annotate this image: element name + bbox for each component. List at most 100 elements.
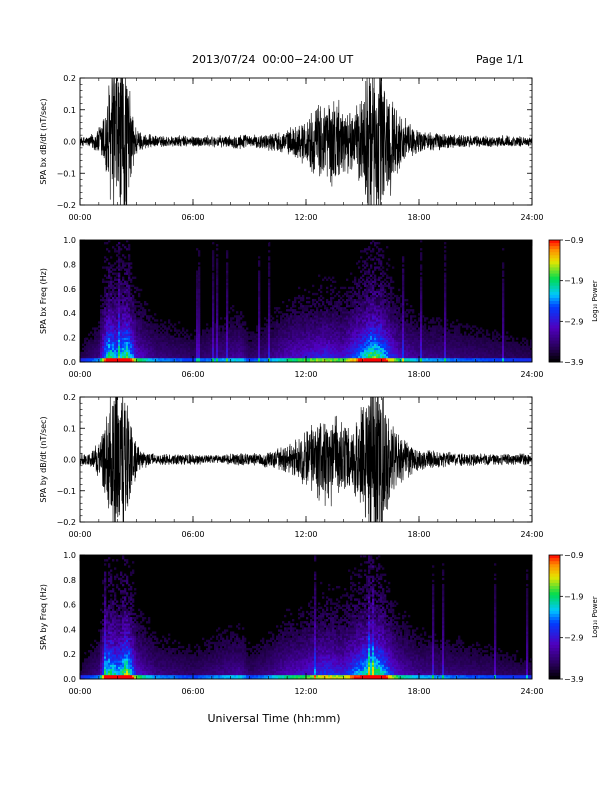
heat-cell [124,353,127,357]
heat-cell [378,345,381,349]
heat-cell [102,351,105,355]
heat-cell [372,305,375,308]
heat-cell [120,309,123,312]
heat-cell [260,343,263,347]
heat-cell [160,323,163,326]
heat-cell [214,331,217,334]
heat-cell [102,278,105,281]
heat-cell [112,319,115,322]
heat-cell [198,347,201,351]
heat-cell [376,282,379,286]
heat-cell [212,305,215,308]
heat-cell [128,266,131,269]
heat-cell [238,349,241,353]
heat-cell [332,307,335,310]
heat-cell [424,325,427,328]
heat-cell [328,339,331,342]
heat-cell [228,333,231,336]
heat-cell [276,321,279,324]
heat-cell [118,294,121,298]
heat-cell [150,351,153,355]
heat-cell [284,319,287,322]
heat-cell [408,357,411,361]
heat-cell [134,331,137,334]
heat-cell [384,272,387,275]
heat-cell [194,345,197,349]
heat-cell [388,296,391,300]
heat-cell [116,292,119,296]
heat-cell [388,305,391,308]
heat-cell [326,333,329,336]
heat-cell [250,359,253,363]
heat-cell [292,315,295,318]
heat-cell [384,335,387,338]
heat-cell [116,303,119,306]
heat-cell [162,359,165,363]
heat-cell [384,321,387,324]
heat-cell [360,319,363,322]
heat-cell [306,325,309,328]
heat-cell [130,343,133,347]
heat-cell [88,333,91,336]
heat-cell [224,347,227,351]
heat-cell [314,353,317,357]
heat-cell [380,305,383,308]
heat-cell [396,307,399,310]
heat-cell [396,353,399,357]
heat-cell [198,294,201,298]
heat-cell [398,331,401,334]
heat-cell [216,309,219,312]
heat-cell [282,337,285,340]
heat-cell [258,327,261,330]
heat-cell [198,262,201,265]
heat-cell [102,305,105,308]
heat-cell [400,355,403,359]
heat-cell [424,355,427,359]
heat-cell [196,292,199,296]
heat-cell [258,296,261,300]
heat-cell [164,349,167,353]
heat-cell [420,359,423,363]
heat-cell [370,298,373,302]
heat-cell [258,349,261,353]
heat-cell [234,351,237,355]
heat-cell [400,345,403,349]
heat-cell [410,305,413,308]
heat-cell [250,357,253,361]
heat-cell [340,307,343,310]
heat-cell [100,349,103,353]
heat-cell [100,317,103,320]
heat-cell [144,343,147,347]
heat-cell [330,351,333,355]
heat-cell [106,353,109,357]
heat-cell [86,347,89,351]
heat-cell [86,341,89,344]
heat-cell [382,339,385,342]
heat-cell [116,329,119,332]
heat-cell [366,319,369,322]
heat-cell [120,343,123,347]
heat-cell [172,347,175,351]
heat-cell [358,288,361,292]
heat-cell [372,343,375,347]
heat-cell [258,343,261,347]
heat-cell [356,282,359,286]
heat-cell [120,339,123,342]
heat-cell [136,323,139,326]
heat-cell [140,331,143,334]
heat-cell [128,307,131,310]
heat-cell [96,327,99,330]
heat-cell [206,355,209,359]
heat-cell [420,282,423,286]
heat-cell [334,359,337,363]
heat-cell [258,317,261,320]
heat-cell [384,327,387,330]
heat-cell [294,311,297,314]
heat-cell [364,309,367,312]
heat-cell [196,319,199,322]
heat-cell [296,345,299,349]
heat-cell [258,337,261,340]
heat-cell [308,325,311,328]
heat-cell [314,317,317,320]
heat-cell [276,359,279,363]
